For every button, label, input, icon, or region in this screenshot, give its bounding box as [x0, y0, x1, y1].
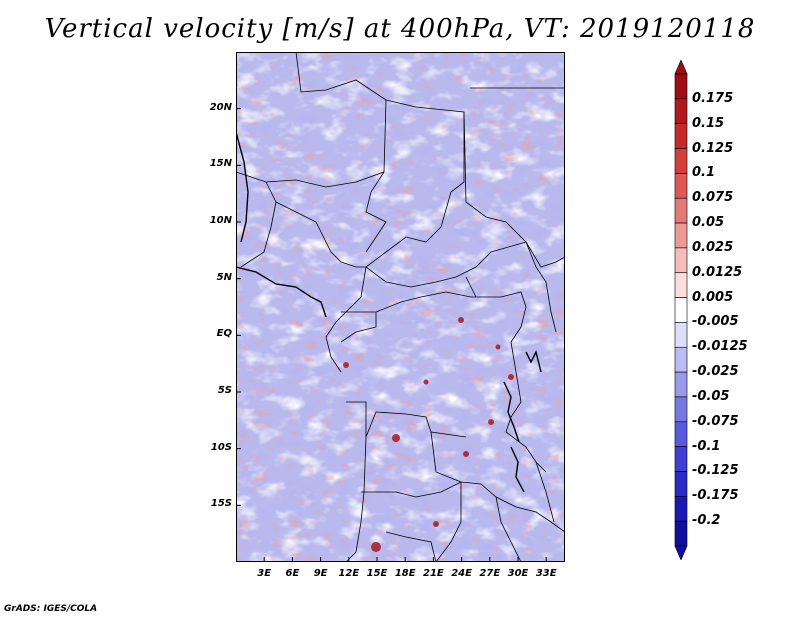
strong-ascent-spots — [343, 317, 514, 552]
colorbar-swatch — [674, 396, 688, 423]
colorbar-swatch — [674, 73, 688, 100]
colorbar-label: 0.05 — [692, 215, 725, 231]
colorbar-swatch — [674, 421, 688, 447]
colorbar-swatch — [674, 272, 688, 298]
colorbar-swatch — [674, 322, 688, 348]
lat-tick-label: 5S — [217, 385, 232, 396]
lat-tick-label: 15N — [209, 158, 232, 170]
colorbar — [674, 60, 688, 560]
colorbar-bottom-arrow — [674, 545, 688, 560]
colorbar-swatch — [674, 471, 688, 497]
lat-tick-label: EQ — [216, 328, 232, 340]
colorbar-swatch — [674, 98, 688, 124]
lon-tick-label: 9E — [313, 568, 328, 579]
colorbar-label: -0.125 — [692, 463, 739, 479]
colorbar-label: 0.15 — [692, 115, 725, 131]
colorbar-swatch — [674, 520, 688, 547]
colorbar-label: 0.0125 — [692, 264, 743, 280]
colorbar-swatch — [674, 446, 688, 472]
colorbar-swatch — [674, 371, 688, 398]
colorbar-swatch — [674, 346, 688, 373]
colorbar-label: -0.0125 — [692, 339, 748, 355]
colorbar-swatch — [674, 173, 688, 199]
colorbar-label: -0.175 — [692, 488, 739, 504]
lon-tick-label: 21E — [423, 568, 444, 579]
chart-title: Vertical velocity [m/s] at 400hPa, VT: 2… — [44, 14, 756, 44]
colorbar-label: 0.125 — [692, 140, 734, 156]
colorbar-label: -0.2 — [692, 513, 721, 529]
colorbar-label: -0.1 — [692, 438, 721, 454]
lat-tick-label: 20N — [209, 101, 232, 113]
colorbar-swatch — [674, 496, 688, 522]
colorbar-swatch — [674, 123, 688, 149]
colorbar-label: 0.075 — [692, 190, 734, 206]
lat-tick-label: 10N — [209, 215, 232, 226]
colorbar-label: -0.025 — [692, 364, 739, 380]
colorbar-swatch — [674, 247, 688, 274]
lat-tick-label: 5N — [216, 271, 232, 283]
colorbar-label: 0.1 — [692, 165, 716, 181]
colorbar-top-arrow — [674, 60, 688, 75]
colorbar-label: 0.005 — [692, 289, 734, 305]
lon-tick-label: 30E — [507, 568, 529, 579]
lon-tick-label: 18E — [394, 568, 416, 579]
lon-tick-label: 24E — [451, 568, 472, 579]
lakes-and-coast — [236, 131, 542, 493]
lon-tick-label: 15E — [366, 568, 388, 579]
lat-tick-label: 15S — [210, 498, 232, 510]
colorbar-label: -0.05 — [692, 388, 730, 404]
colorbar-label: 0.025 — [692, 239, 734, 255]
colorbar-label: 0.175 — [692, 90, 734, 106]
lon-tick-label: 27E — [479, 568, 501, 579]
colorbar-swatch — [674, 297, 688, 323]
lon-tick-label: 6E — [285, 568, 300, 579]
lon-tick-label: 3E — [257, 568, 272, 579]
field-layer — [236, 52, 565, 562]
lon-tick-label: 33E — [535, 568, 557, 579]
lon-tick-label: 12E — [338, 568, 360, 579]
colorbar-swatch — [674, 222, 688, 249]
country-boundaries — [236, 52, 565, 562]
axis-ticks — [236, 108, 547, 562]
lat-tick-label: 10S — [210, 441, 232, 453]
colorbar-swatch — [674, 148, 688, 174]
grads-credit: GrADS: IGES/COLA — [4, 604, 98, 614]
colorbar-label: -0.005 — [692, 314, 739, 330]
colorbar-swatch — [674, 197, 688, 224]
velocity-map — [236, 52, 565, 562]
map-frame — [236, 52, 565, 562]
colorbar-label: -0.075 — [692, 413, 739, 429]
